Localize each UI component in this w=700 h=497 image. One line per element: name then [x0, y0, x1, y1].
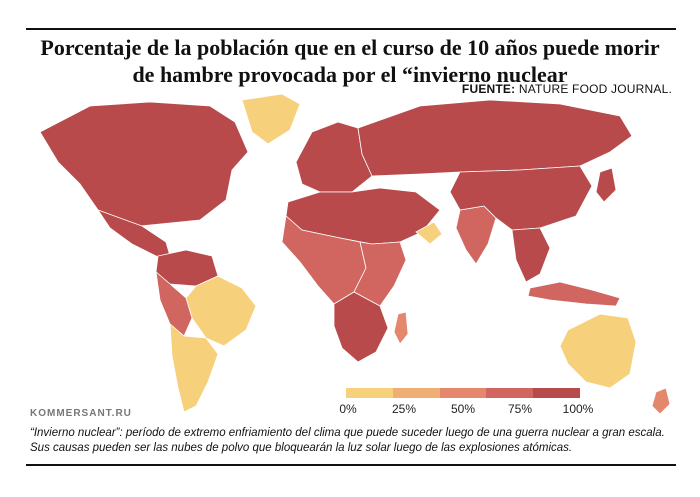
legend-swatch — [392, 388, 440, 398]
source-label: FUENTE: — [461, 82, 516, 96]
region-southeast-asia — [511, 227, 551, 283]
region-andes-west — [155, 271, 193, 337]
region-southern-africa — [333, 291, 389, 363]
region-australia — [559, 313, 637, 389]
region-north-america — [39, 101, 249, 227]
region-indonesia — [527, 281, 621, 307]
legend-color-bar — [346, 388, 580, 398]
legend-tick: 0% — [339, 402, 357, 416]
top-rule — [26, 28, 676, 30]
region-madagascar — [393, 311, 409, 345]
legend-swatch — [346, 388, 393, 398]
legend-swatch — [533, 388, 580, 398]
legend-tick: 50% — [450, 402, 476, 416]
bottom-rule — [26, 464, 676, 466]
region-india — [455, 205, 497, 265]
source-value: NATURE FOOD JOURNAL. — [518, 82, 672, 96]
world-choropleth-map — [39, 93, 671, 415]
map-title: Porcentaje de la población que en el cur… — [40, 35, 660, 87]
footnote-text: : período de extremo enfriamiento del cl… — [30, 427, 665, 454]
region-russia-north-asia — [357, 99, 633, 177]
legend-tick: 75% — [507, 402, 533, 416]
region-greenland — [241, 93, 301, 145]
publisher-credit: KOMMERSANT.RU — [30, 408, 132, 419]
legend-swatch — [486, 388, 534, 398]
legend-tick: 100% — [562, 402, 594, 416]
region-arabian-peninsula-coast — [415, 221, 443, 245]
region-argentina-chile — [169, 323, 219, 413]
region-new-zealand — [651, 387, 671, 415]
region-east-africa — [353, 241, 407, 307]
legend-tick: 25% — [391, 402, 417, 416]
footnote-lead: “Invierno nuclear” — [30, 427, 120, 439]
footnote: “Invierno nuclear”: período de extremo e… — [30, 426, 680, 456]
map-legend: 0% 25% 50% 75% 100% — [339, 388, 600, 418]
region-brazil — [185, 275, 257, 347]
legend-swatch — [439, 388, 487, 398]
region-japan — [595, 167, 617, 203]
source-line: FUENTE: NATURE FOOD JOURNAL. — [462, 82, 672, 96]
